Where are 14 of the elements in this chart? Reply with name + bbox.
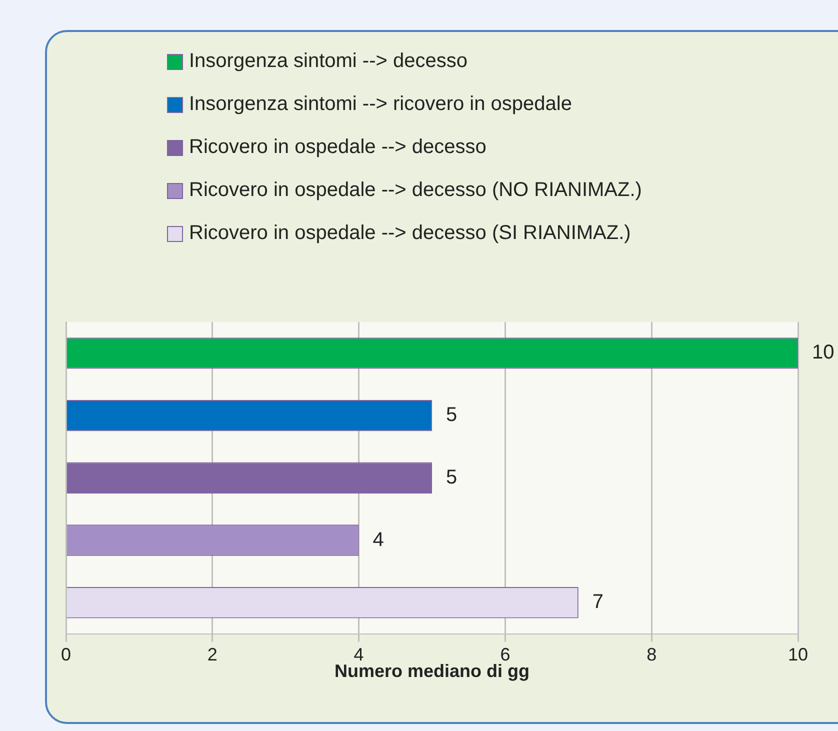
legend-label: Ricovero in ospedale --> decesso bbox=[189, 136, 486, 159]
data-label: 7 bbox=[592, 591, 604, 614]
x-tick-label: 0 bbox=[60, 644, 72, 665]
data-label: 10 bbox=[812, 342, 834, 364]
data-label: 4 bbox=[372, 528, 384, 551]
x-tick-label: 10 bbox=[788, 644, 808, 665]
legend-label: Ricovero in ospedale --> decesso (NO RIANIMAZ.) bbox=[189, 179, 642, 202]
x-tick-label: 2 bbox=[207, 644, 218, 665]
x-tick-label: 8 bbox=[646, 644, 657, 665]
data-label: 5 bbox=[446, 466, 458, 488]
legend-label: Ricovero in ospedale --> decesso (SI RIANIMAZ.) bbox=[189, 222, 631, 245]
data-label: 5 bbox=[446, 404, 458, 426]
legend-label: Insorgenza sintomi --> decesso bbox=[189, 50, 468, 73]
legend-label: Insorgenza sintomi --> ricovero in ospedale bbox=[189, 93, 572, 116]
